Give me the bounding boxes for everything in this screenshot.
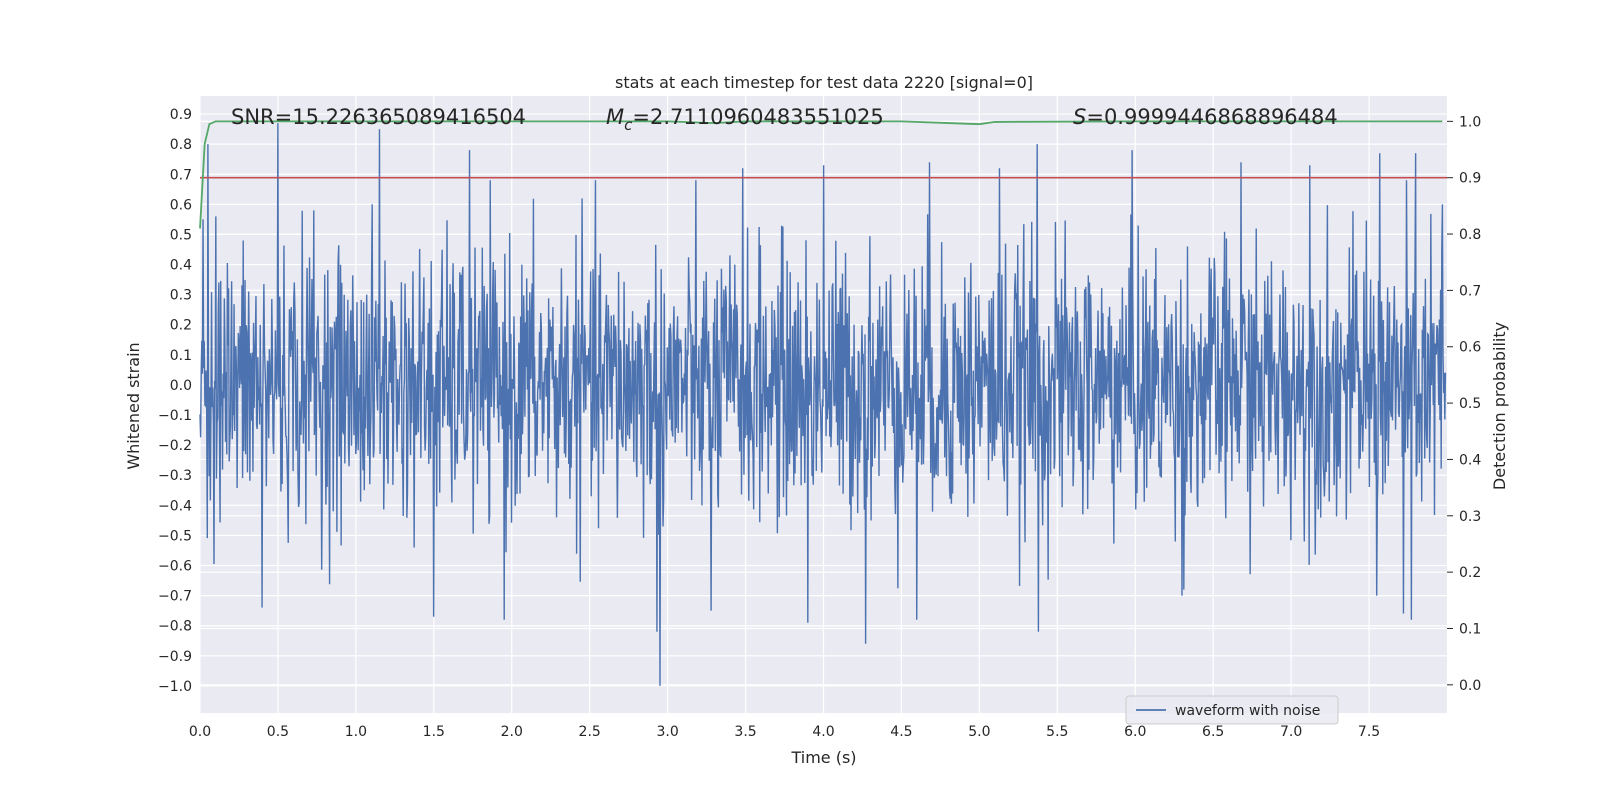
x-tick-label: 7.5 xyxy=(1358,724,1380,740)
x-tick-label: 0.0 xyxy=(189,724,211,740)
right-axis-series xyxy=(199,120,1447,229)
y-right-tick-label: 0.0 xyxy=(1459,678,1481,694)
y-axis-right-label: Detection probability xyxy=(1490,322,1509,490)
y-left-tick-label: 0.3 xyxy=(170,288,192,304)
y-left-tick-label: −0.5 xyxy=(158,528,192,544)
y-left-tick-label: 0.6 xyxy=(170,197,192,213)
x-tick-label: 0.5 xyxy=(267,724,289,740)
chirp-mass-annotation: Mc=2.7110960483551025 xyxy=(606,105,884,134)
x-tick-label: 6.0 xyxy=(1124,724,1146,740)
score-annotation: S=0.9999446868896484 xyxy=(1073,105,1338,129)
x-tick-label: 3.5 xyxy=(734,724,756,740)
x-tick-label: 6.5 xyxy=(1202,724,1224,740)
y-left-tick-label: −0.9 xyxy=(158,649,192,665)
snr-annotation: SNR=15.226365089416504 xyxy=(231,105,526,129)
x-tick-label: 2.0 xyxy=(501,724,523,740)
y-right-tick-label: 0.9 xyxy=(1459,171,1481,187)
y-right-tick-label: 1.0 xyxy=(1459,114,1481,130)
chirp-mass-symbol: M xyxy=(606,105,624,129)
x-tick-label: 1.5 xyxy=(423,724,445,740)
x-tick-label: 5.5 xyxy=(1046,724,1068,740)
y-right-tick-label: 0.1 xyxy=(1459,621,1481,637)
y-left-tick-label: 0.9 xyxy=(170,107,192,123)
y-right-tick-label: 0.8 xyxy=(1459,227,1481,243)
y-axis-right-ticks: 1.0 0.9 0.8 0.7 0.6 0.5 0.4 0.3 0.2 0.1 0.0 xyxy=(1447,114,1481,694)
y-left-tick-label: 0.1 xyxy=(170,348,192,364)
y-right-tick-label: 0.5 xyxy=(1459,396,1481,412)
y-left-tick-label: −0.7 xyxy=(158,589,192,605)
y-left-tick-label: −0.6 xyxy=(158,559,192,575)
waveform-series xyxy=(199,123,1447,686)
y-left-tick-label: −0.8 xyxy=(158,619,192,635)
y-right-tick-label: 0.6 xyxy=(1459,340,1481,356)
detection-probability-line xyxy=(199,120,1443,229)
chirp-mass-value: =2.7110960483551025 xyxy=(632,105,883,129)
y-left-tick-label: 0.0 xyxy=(170,378,192,394)
x-tick-label: 4.5 xyxy=(890,724,912,740)
y-left-tick-label: −0.3 xyxy=(158,468,192,484)
x-tick-label: 5.0 xyxy=(968,724,990,740)
y-left-tick-label: −0.2 xyxy=(158,438,192,454)
chirp-mass-subscript: c xyxy=(624,116,633,134)
y-left-tick-label: 0.4 xyxy=(170,258,192,274)
x-tick-label: 1.0 xyxy=(345,724,367,740)
score-symbol: S xyxy=(1073,105,1086,129)
y-left-tick-label: −1.0 xyxy=(158,679,192,695)
y-left-tick-label: 0.8 xyxy=(170,137,192,153)
legend-label: waveform with noise xyxy=(1175,703,1320,719)
x-tick-label: 4.0 xyxy=(812,724,834,740)
y-axis-left-label: Whitened strain xyxy=(124,342,143,469)
y-left-tick-label: −0.4 xyxy=(158,498,192,514)
x-axis-label: Time (s) xyxy=(790,748,856,767)
x-tick-label: 3.0 xyxy=(656,724,678,740)
score-value: =0.9999446868896484 xyxy=(1086,105,1337,129)
y-left-tick-label: 0.7 xyxy=(170,167,192,183)
x-tick-label: 7.0 xyxy=(1280,724,1302,740)
y-left-tick-label: −0.1 xyxy=(158,408,192,424)
legend-box xyxy=(1125,695,1339,725)
y-right-tick-label: 0.4 xyxy=(1459,452,1481,468)
y-right-tick-label: 0.2 xyxy=(1459,565,1481,581)
waveform-line xyxy=(199,123,1447,686)
x-axis-ticks: 0.0 0.5 1.0 1.5 2.0 2.5 3.0 3.5 4.0 4.5 5.0 5.5 6.0 6… xyxy=(189,724,1380,740)
y-right-tick-label: 0.7 xyxy=(1459,283,1481,299)
y-axis-left-ticks: 0.9 0.8 0.7 0.6 0.5 0.4 0.3 0.2 0.1 0.0 −0.1 −0.2 −0… xyxy=(158,107,192,695)
y-left-tick-label: 0.5 xyxy=(170,227,192,243)
x-tick-label: 2.5 xyxy=(579,724,601,740)
legend: waveform with noise xyxy=(1125,695,1339,725)
y-left-tick-label: 0.2 xyxy=(170,318,192,334)
chart-title: stats at each timestep for test data 222… xyxy=(615,73,1033,92)
y-right-tick-label: 0.3 xyxy=(1459,509,1481,525)
